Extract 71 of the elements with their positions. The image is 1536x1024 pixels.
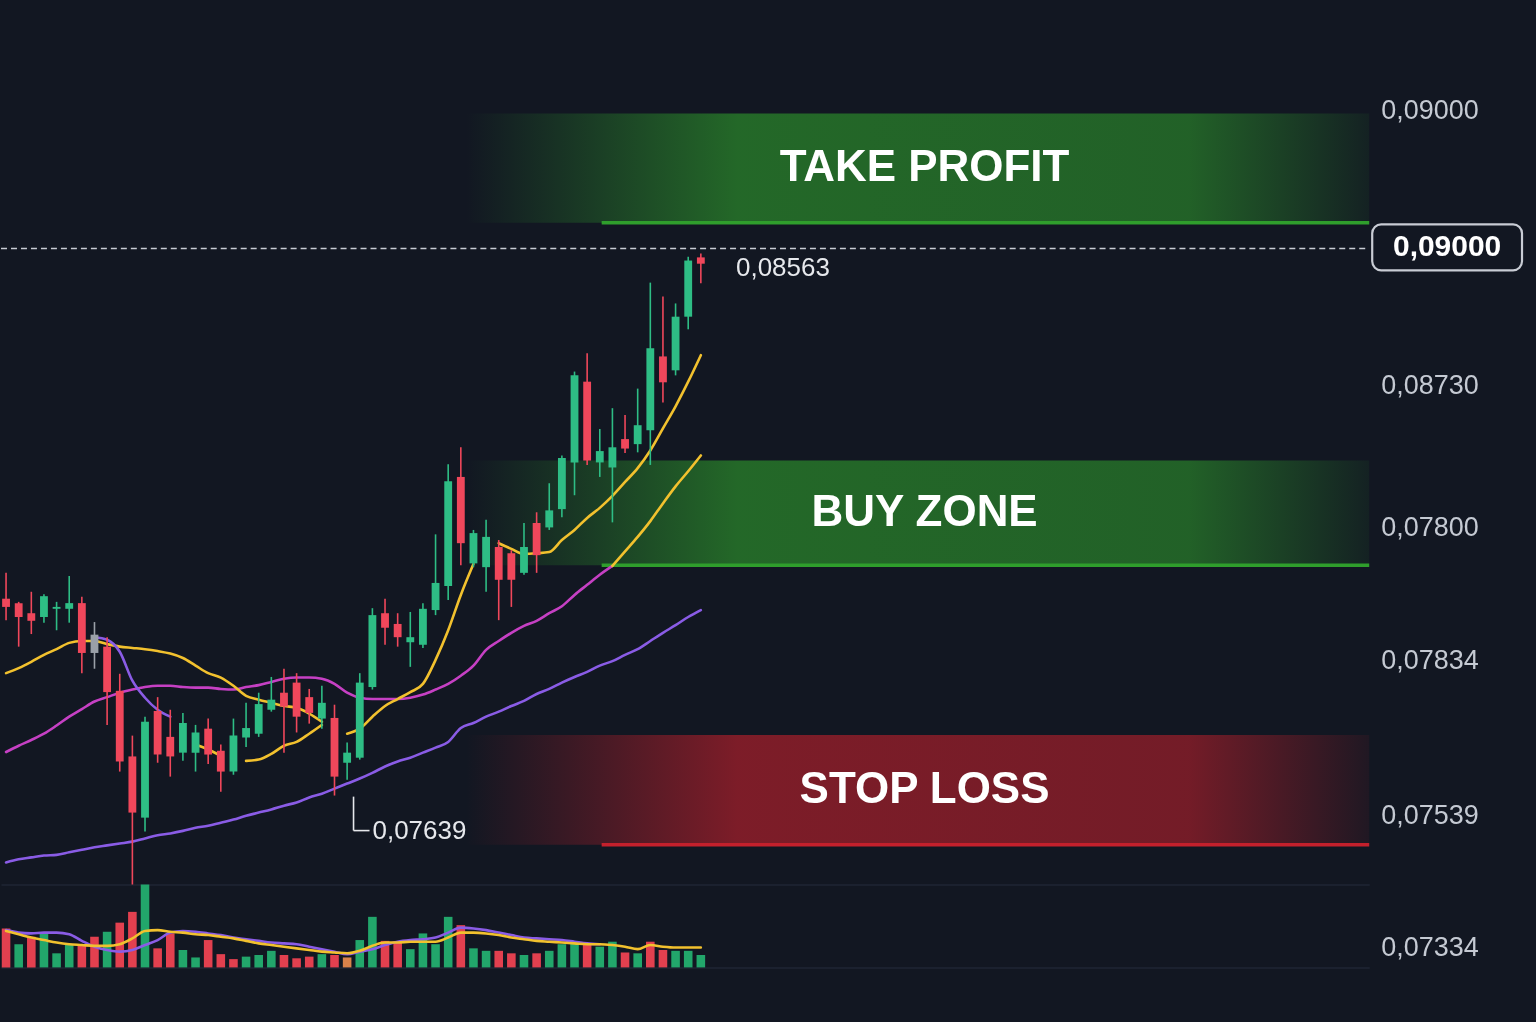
bar [64, 945, 74, 968]
candlestick [27, 590, 36, 635]
bar [229, 959, 238, 968]
candlestick [621, 414, 629, 454]
bar [128, 911, 137, 968]
bar [342, 957, 352, 968]
text: 0,07334 [1381, 932, 1479, 963]
bar [14, 944, 23, 968]
bar [178, 950, 188, 968]
bar [153, 948, 162, 968]
candlestick [608, 407, 617, 524]
candlestick [545, 482, 554, 531]
bar [620, 952, 630, 968]
bar [658, 950, 668, 968]
bar [203, 940, 213, 968]
text: 0,07800 [1381, 511, 1479, 542]
candlestick [65, 575, 74, 624]
bar [267, 950, 276, 968]
bar [671, 950, 680, 968]
bar [393, 941, 402, 968]
bar [27, 936, 36, 968]
bar [557, 944, 567, 968]
bar [481, 950, 491, 968]
candlestick [595, 428, 604, 478]
bar [191, 957, 200, 968]
bar [279, 954, 289, 968]
bar [254, 954, 263, 968]
bar [646, 941, 655, 968]
candlestick [267, 676, 276, 713]
bar [519, 954, 529, 968]
candlestick [40, 593, 48, 624]
bar [469, 948, 478, 968]
text: 0,07834 [1381, 644, 1479, 675]
bar [595, 946, 605, 968]
text: 0,08563 [736, 252, 830, 283]
bar [507, 953, 516, 968]
band-label: BUY ZONE [811, 485, 1038, 535]
bar [330, 954, 339, 968]
bar [544, 950, 554, 968]
text: 0,09000 [1381, 94, 1479, 125]
bar [608, 941, 617, 968]
candlestick [305, 688, 314, 725]
candlestick [2, 572, 10, 621]
candlestick [52, 601, 61, 632]
candlestick [343, 741, 352, 781]
candlestick [633, 387, 642, 454]
band-label: TAKE PROFIT [779, 141, 1070, 191]
bar [406, 949, 415, 968]
bar [52, 953, 61, 968]
bar [292, 958, 301, 968]
candlestick [14, 601, 23, 648]
band-label: STOP LOSS [799, 762, 1050, 812]
bar [216, 954, 226, 968]
candlestick [191, 724, 200, 773]
text: 0,09000 [1392, 229, 1502, 263]
candlestick [317, 684, 326, 730]
candlestick [166, 708, 175, 778]
bar [633, 953, 642, 968]
bar [304, 956, 314, 968]
annotation: 0,07639 [372, 814, 467, 845]
candlestick [216, 743, 225, 793]
text: 0,08730 [1381, 370, 1479, 401]
bar [683, 950, 693, 968]
candlestick [696, 252, 705, 285]
bar [165, 933, 175, 968]
bar [431, 944, 440, 968]
bar [494, 950, 504, 968]
bar [532, 953, 541, 968]
text: 0,07539 [1381, 799, 1479, 830]
bar [696, 954, 706, 968]
bar [317, 954, 327, 968]
